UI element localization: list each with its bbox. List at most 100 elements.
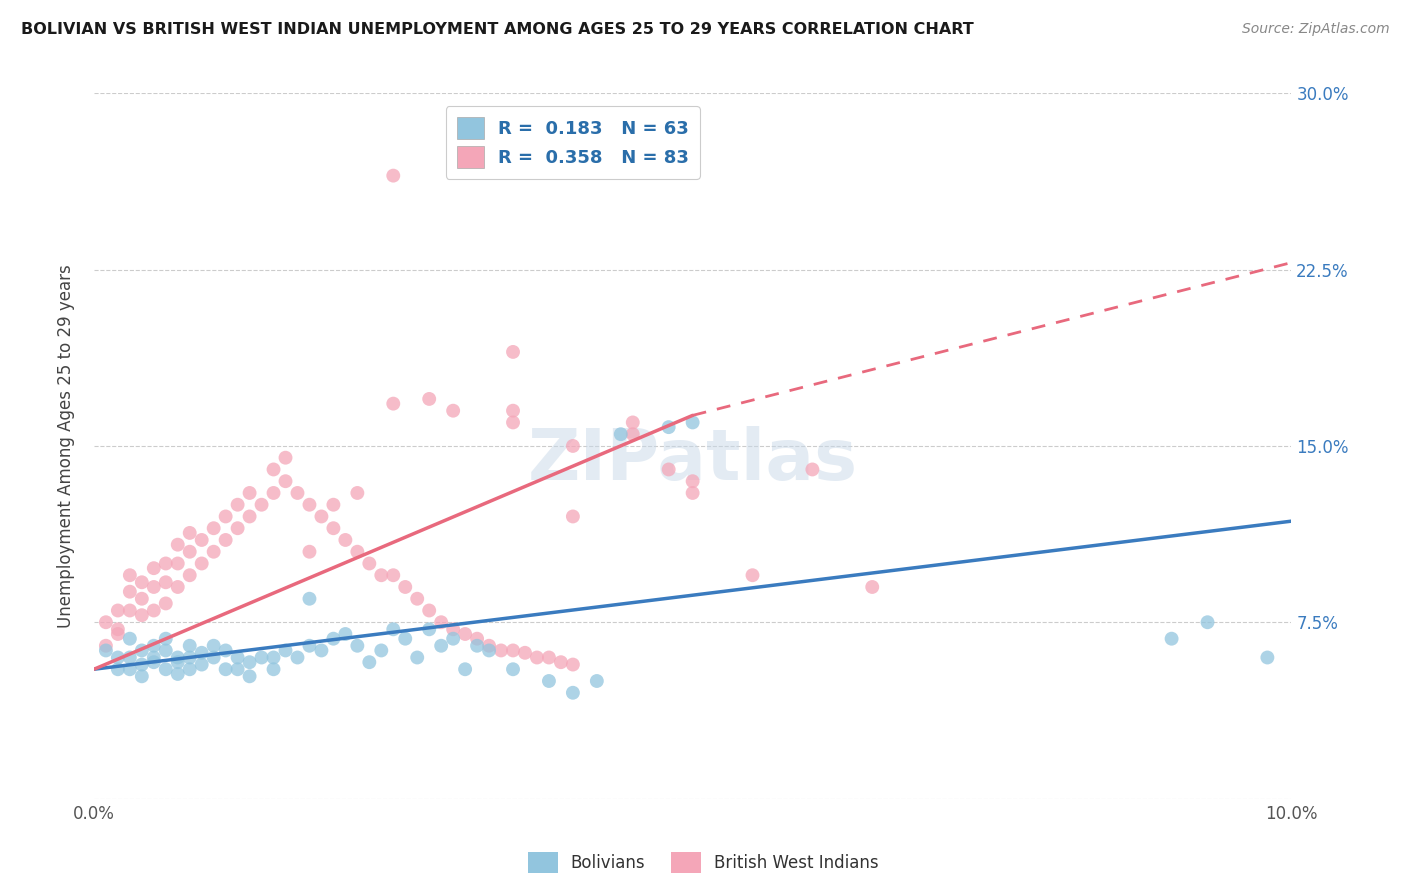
Point xyxy=(179,568,201,582)
Point xyxy=(263,486,285,500)
Point xyxy=(441,403,464,417)
Point xyxy=(179,525,201,540)
Point xyxy=(478,643,501,657)
Point xyxy=(214,509,236,524)
Point xyxy=(502,345,524,359)
Point xyxy=(526,650,548,665)
Point xyxy=(131,591,153,606)
Point xyxy=(118,584,141,599)
Legend: Bolivians, British West Indians: Bolivians, British West Indians xyxy=(520,846,886,880)
Point xyxy=(131,669,153,683)
Point xyxy=(190,657,212,672)
Point xyxy=(346,545,368,559)
Point xyxy=(346,639,368,653)
Point xyxy=(202,639,225,653)
Point xyxy=(107,622,129,636)
Point xyxy=(1160,632,1182,646)
Point xyxy=(801,462,824,476)
Point xyxy=(274,450,297,465)
Text: BOLIVIAN VS BRITISH WEST INDIAN UNEMPLOYMENT AMONG AGES 25 TO 29 YEARS CORRELATI: BOLIVIAN VS BRITISH WEST INDIAN UNEMPLOY… xyxy=(21,22,974,37)
Point xyxy=(741,568,763,582)
Point xyxy=(274,643,297,657)
Point xyxy=(418,603,440,617)
Point xyxy=(263,650,285,665)
Text: ZIPatlas: ZIPatlas xyxy=(527,425,858,494)
Point xyxy=(682,416,704,430)
Point xyxy=(682,486,704,500)
Y-axis label: Unemployment Among Ages 25 to 29 years: Unemployment Among Ages 25 to 29 years xyxy=(58,264,75,628)
Point xyxy=(118,632,141,646)
Point xyxy=(287,650,309,665)
Point xyxy=(561,657,583,672)
Point xyxy=(406,650,429,665)
Point xyxy=(226,521,249,535)
Point xyxy=(561,509,583,524)
Point xyxy=(502,416,524,430)
Point xyxy=(214,643,236,657)
Point xyxy=(226,650,249,665)
Point xyxy=(394,632,416,646)
Point xyxy=(287,486,309,500)
Point xyxy=(658,420,681,434)
Point xyxy=(298,639,321,653)
Point xyxy=(131,657,153,672)
Point xyxy=(107,662,129,676)
Point xyxy=(263,662,285,676)
Point xyxy=(190,533,212,547)
Point xyxy=(322,521,344,535)
Point xyxy=(335,627,357,641)
Point xyxy=(298,545,321,559)
Point xyxy=(322,498,344,512)
Point xyxy=(658,462,681,476)
Point xyxy=(131,575,153,590)
Point xyxy=(1197,615,1219,630)
Point xyxy=(561,686,583,700)
Point xyxy=(610,427,633,442)
Point xyxy=(860,580,883,594)
Point xyxy=(166,655,188,669)
Point xyxy=(370,568,392,582)
Point xyxy=(621,416,644,430)
Point xyxy=(94,639,117,653)
Point xyxy=(465,639,488,653)
Point xyxy=(370,643,392,657)
Point xyxy=(239,486,262,500)
Point xyxy=(131,608,153,623)
Point xyxy=(94,615,117,630)
Point xyxy=(155,575,177,590)
Point xyxy=(142,655,165,669)
Point xyxy=(107,627,129,641)
Point xyxy=(118,568,141,582)
Point xyxy=(382,568,405,582)
Point xyxy=(430,639,453,653)
Point xyxy=(155,596,177,610)
Point xyxy=(502,643,524,657)
Point xyxy=(202,521,225,535)
Text: Source: ZipAtlas.com: Source: ZipAtlas.com xyxy=(1241,22,1389,37)
Point xyxy=(311,643,333,657)
Point xyxy=(502,662,524,676)
Point xyxy=(394,580,416,594)
Point xyxy=(202,545,225,559)
Point xyxy=(682,474,704,488)
Point xyxy=(250,650,273,665)
Point xyxy=(537,650,560,665)
Point xyxy=(1256,650,1278,665)
Point xyxy=(142,561,165,575)
Point xyxy=(335,533,357,547)
Point xyxy=(155,557,177,571)
Point xyxy=(441,152,464,166)
Point xyxy=(441,622,464,636)
Point xyxy=(179,639,201,653)
Point xyxy=(94,643,117,657)
Point xyxy=(166,557,188,571)
Legend: R =  0.183   N = 63, R =  0.358   N = 83: R = 0.183 N = 63, R = 0.358 N = 83 xyxy=(446,106,700,179)
Point xyxy=(239,509,262,524)
Point xyxy=(311,509,333,524)
Point xyxy=(561,439,583,453)
Point xyxy=(226,662,249,676)
Point xyxy=(621,427,644,442)
Point xyxy=(226,498,249,512)
Point xyxy=(142,603,165,617)
Point xyxy=(274,474,297,488)
